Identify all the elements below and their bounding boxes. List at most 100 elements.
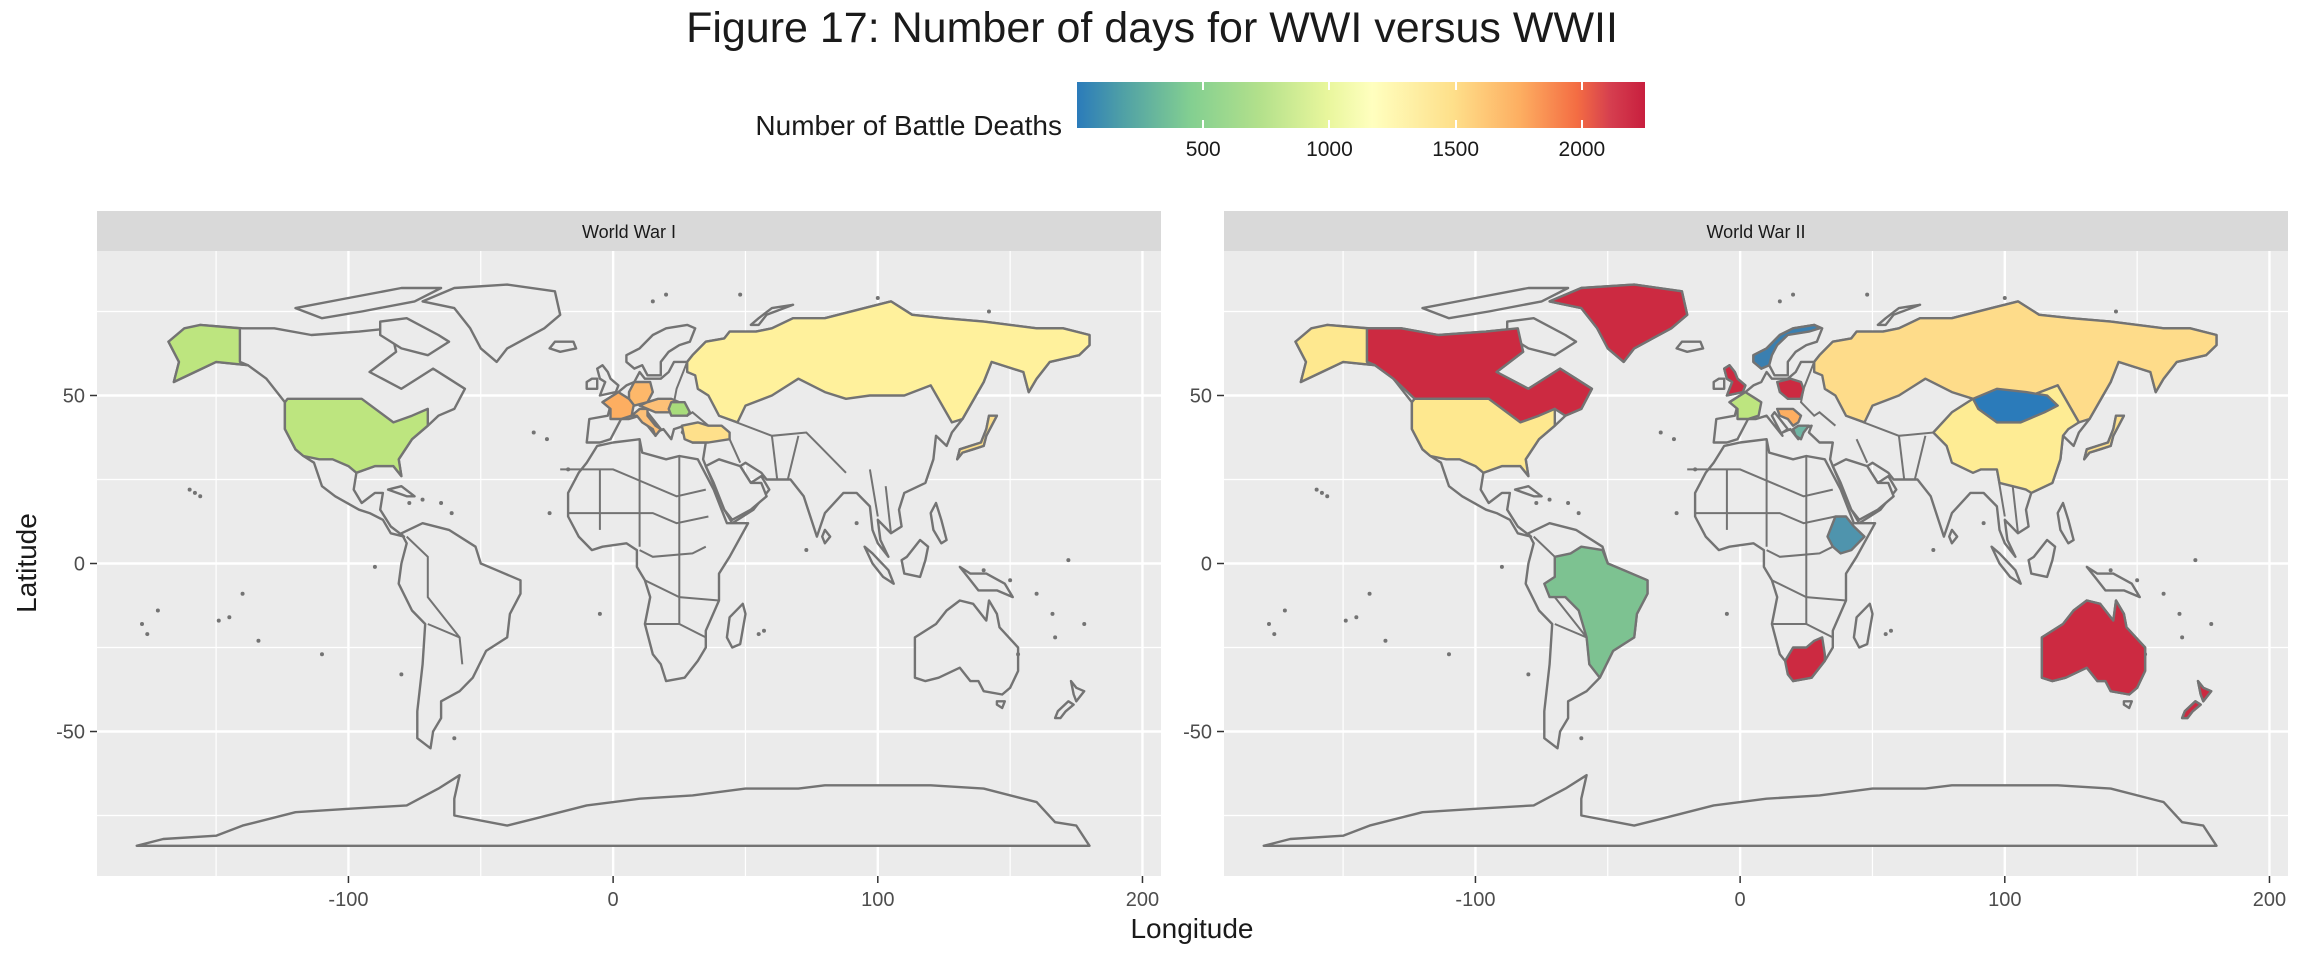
legend-title: Number of Battle Deaths [755,110,1062,141]
country-border [884,486,892,534]
country-greece [1791,424,1811,441]
island-dot [597,611,602,616]
legend-label-1000: 1000 [1306,138,1353,161]
country-australia [2040,599,2147,696]
island-dot [1777,299,1782,304]
land-new-guinea [958,565,1014,599]
island-dot [650,299,655,304]
country-united-states [1410,397,1557,478]
island-dot [544,437,549,442]
island-dot [547,511,552,516]
country-germany [627,380,654,407]
island-dot [1671,437,1676,442]
island-dot [1888,628,1893,633]
island-dot [531,430,536,435]
island-dot [155,608,160,613]
y-tick-label: -50 [1183,722,1212,744]
island-dot [1066,558,1071,563]
land-great-britain [596,364,620,397]
island-dot [1314,487,1319,492]
land-sri-lanka [821,528,832,545]
x-tick-label: 100 [1988,889,2021,911]
island-dot [2193,558,2198,563]
country-new-zealand [2180,700,2202,720]
land-antarctica [135,774,1091,847]
map-panel-2: World War II -100 0 100 200 -50 0 50 [1183,211,2288,911]
country-greenland [1548,283,1689,364]
y-tick-label: 0 [1201,554,1212,576]
legend-tick [1328,82,1331,90]
country-border [868,469,879,517]
island-dot [319,652,324,657]
island-dot [192,490,197,495]
y-tick-label: 50 [1190,385,1212,407]
country-border [1897,435,1906,480]
country-new-zealand [2196,679,2213,703]
land-iceland [548,340,578,353]
island-dot [145,632,150,637]
country-border [2011,486,2019,534]
x-tick-label: -100 [328,889,368,911]
island-dot [2108,568,2113,573]
land-tasmania [995,700,1006,710]
y-tick-label: -50 [56,722,85,744]
map-panel-1: World War I -100 0 100 200 -50 0 50 [56,211,1161,911]
legend-tick [1454,120,1457,128]
land-ireland [1712,377,1726,390]
island-dot [1579,736,1584,741]
country-border [427,623,460,639]
land-cuba [386,485,416,498]
island-dot [227,615,232,620]
land-iceland [1675,340,1705,353]
country-border [1913,435,1927,480]
island-dot [854,521,859,526]
land-arctic-islands [1421,286,1570,320]
island-dot [1865,292,1870,297]
land-philippines [929,501,948,545]
island-dot [981,568,986,573]
land-sri-lanka [1947,528,1959,545]
land-new-guinea [2085,565,2142,599]
island-dot [1272,632,1277,637]
country-border [1766,545,1834,558]
x-tick-label: -100 [1455,889,1495,911]
island-dot [420,497,425,502]
island-dot [139,621,144,626]
country-canada [1365,327,1594,424]
island-dot [240,591,245,596]
legend-colorbar [1077,82,1645,128]
country-japan [956,414,999,461]
country-united-states [283,397,429,478]
country-border [568,512,709,525]
facet-strip [97,211,1161,251]
legend-label-2000: 2000 [1558,138,1606,161]
land-philippines [2056,501,2075,545]
country-border [718,414,847,474]
country-border [728,438,742,464]
color-legend: Number of Battle Deaths 500 1000 1500 2000 [0,80,2304,180]
country-united-kingdom [1722,364,1747,397]
island-dot [2180,635,2185,640]
x-tick-label: 200 [2253,889,2286,911]
island-dot [1008,578,1013,583]
world-map [135,283,1091,847]
island-dot [407,501,412,506]
facet-strip-label: World War II [1706,222,1805,242]
legend-tick [1454,82,1457,90]
island-dot [1325,494,1330,499]
country-alaska [167,323,250,384]
island-dot [1050,611,1055,616]
land-arabia [704,458,768,521]
country-yugoslavia [1775,407,1803,427]
land-cuba [1513,485,1543,498]
country-border [1799,361,1837,427]
legend-tick [1580,82,1583,90]
island-dot [804,548,809,553]
island-dot [761,628,766,633]
land-sumatra [1990,545,2022,585]
island-dot [256,638,261,643]
island-dot [452,736,457,741]
island-dot [439,501,444,506]
island-dot [2161,591,2166,596]
